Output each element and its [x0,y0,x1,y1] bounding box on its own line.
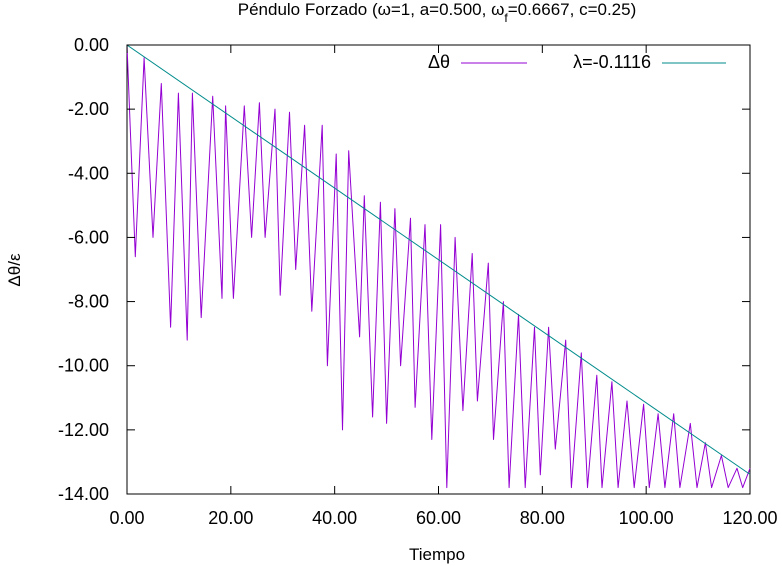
legend: Δθ λ=-0.1116 [428,52,726,72]
x-axis: 0.00 20.00 40.00 60.00 80.00 100.00 120.00 [109,45,778,528]
y-axis-label: Δθ/ε [5,253,24,287]
x-tick-label: 40.00 [312,508,357,528]
plot-area [126,44,751,495]
legend-label-delta-theta: Δθ [428,52,450,72]
chart-title: Péndulo Forzado (ω=1, a=0.500, ωf=0.6667… [238,0,637,25]
series-line-lambda [126,44,751,475]
x-axis-label: Tiempo [409,545,465,564]
y-tick-label: -14.00 [58,484,109,504]
y-tick-label: -6.00 [68,227,109,247]
y-tick-label: -12.00 [58,420,109,440]
series-line-delta-theta [126,44,751,489]
x-tick-label: 120.00 [722,508,777,528]
legend-label-lambda: λ=-0.1116 [573,52,651,72]
y-tick-label: -4.00 [68,163,109,183]
y-tick-label: -8.00 [68,292,109,312]
x-tick-label: 60.00 [416,508,461,528]
y-tick-label: 0.00 [74,35,109,55]
y-tick-label: -10.00 [58,356,109,376]
x-tick-label: 0.00 [109,508,144,528]
x-tick-label: 20.00 [208,508,253,528]
series-layer [126,44,751,489]
y-axis: 0.00 -2.00 -4.00 -6.00 -8.00 -10.00 -12.00 -14.… [58,35,750,504]
x-tick-label: 80.00 [520,508,565,528]
x-tick-label: 100.00 [619,508,674,528]
y-tick-label: -2.00 [68,99,109,119]
